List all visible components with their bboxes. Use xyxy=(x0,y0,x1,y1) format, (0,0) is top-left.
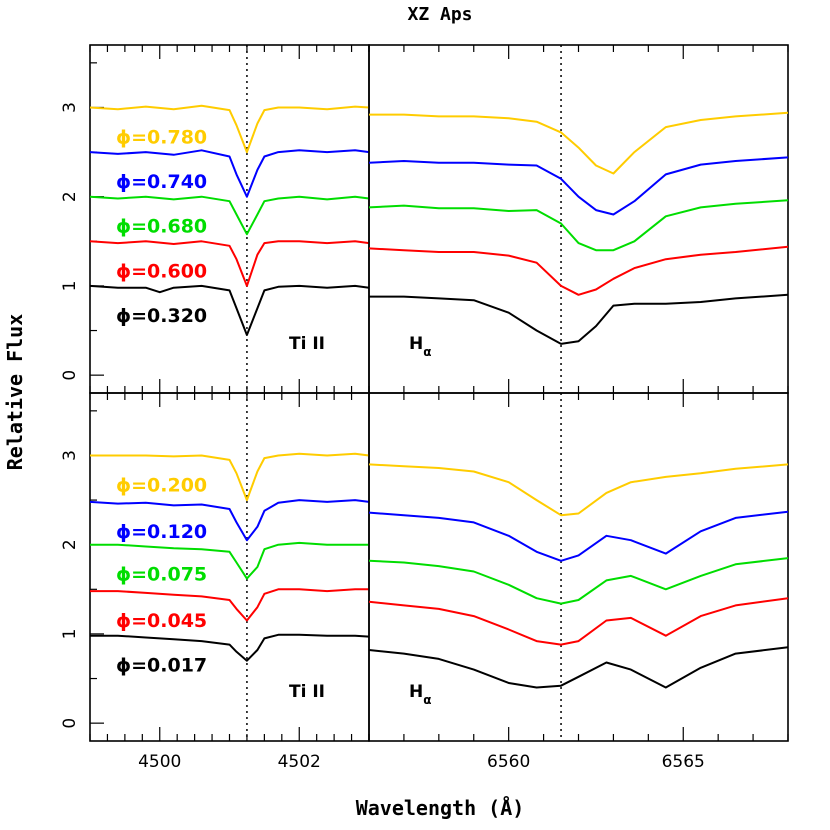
series-line xyxy=(89,149,370,198)
series-line xyxy=(89,104,370,154)
series-label: ϕ=0.120 xyxy=(116,521,207,543)
series-line xyxy=(368,156,789,216)
series-line xyxy=(368,245,789,296)
y-tick-label: 0 xyxy=(60,718,80,729)
series-label: ϕ=0.200 xyxy=(116,474,207,496)
series-line xyxy=(368,646,789,689)
line-label: Ti II xyxy=(289,682,325,702)
x-tick-label: 4500 xyxy=(138,752,181,772)
y-tick-label: 3 xyxy=(60,102,80,113)
figure-title: XZ Aps xyxy=(407,4,472,25)
x-tick-label: 6560 xyxy=(487,752,530,772)
series-line xyxy=(368,557,789,605)
y-tick-label: 0 xyxy=(60,370,80,381)
x-axis-label: Wavelength (Å) xyxy=(356,796,525,820)
series-line xyxy=(90,633,370,662)
series-line xyxy=(90,452,370,502)
y-tick-label: 1 xyxy=(60,281,80,292)
y-tick-label: 2 xyxy=(60,539,80,550)
panel-bottom-right: 6560 6565 Hα xyxy=(368,392,789,772)
series-label: ϕ=0.680 xyxy=(116,216,207,238)
series-line xyxy=(369,111,789,175)
panel-top-right: Hα xyxy=(368,44,789,394)
series-line xyxy=(89,240,370,287)
series-line xyxy=(369,293,789,345)
series-label: ϕ=0.045 xyxy=(116,610,207,632)
series-line xyxy=(368,199,789,252)
series-label: ϕ=0.780 xyxy=(116,126,207,148)
line-label: Ti II xyxy=(289,334,325,354)
series-label: ϕ=0.740 xyxy=(116,171,207,193)
series-label: ϕ=0.600 xyxy=(116,260,207,282)
panel-bottom-left: 0 1 2 3 4500 4502 ϕ=0.200 ϕ=0.120 ϕ=0.075 ϕ=0.045… xyxy=(60,392,370,772)
x-tick-label: 6565 xyxy=(662,752,705,772)
series-line xyxy=(89,499,370,542)
line-label: Hα xyxy=(409,334,431,359)
x-tick-label: 4502 xyxy=(278,752,321,772)
series-label: ϕ=0.017 xyxy=(116,655,207,677)
panel-top-left: 0 1 2 3 ϕ=0.780 ϕ=0.740 ϕ=0.680 ϕ=0.600 ϕ=0.320 T… xyxy=(60,44,370,394)
series-line xyxy=(90,541,369,580)
y-axis-label: Relative Flux xyxy=(3,314,27,471)
series-line xyxy=(368,463,789,517)
series-line xyxy=(90,588,369,622)
y-tick-label: 3 xyxy=(60,450,80,461)
series-line xyxy=(368,510,789,562)
series-line xyxy=(368,597,789,646)
series-line xyxy=(89,195,370,236)
series-label: ϕ=0.075 xyxy=(116,564,207,586)
y-tick-label: 1 xyxy=(60,629,80,640)
series-line xyxy=(89,284,370,336)
y-tick-label: 2 xyxy=(60,191,80,202)
series-label: ϕ=0.320 xyxy=(116,305,207,327)
line-label: Hα xyxy=(409,682,431,707)
